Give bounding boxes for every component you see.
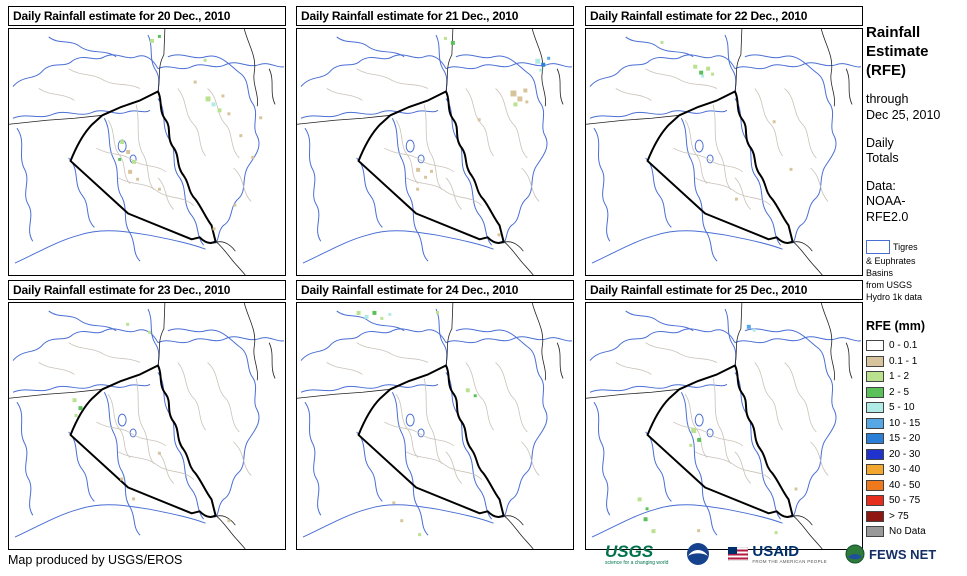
usgs-logo-text: USGS [605,541,654,561]
panel-title: Daily Rainfall estimate for 21 Dec., 201… [301,9,519,23]
legend-item: 0.1 - 1 [866,354,964,370]
rainfall-map [8,28,286,276]
panel-title-bar: Daily Rainfall estimate for 20 Dec., 201… [8,6,286,26]
legend-item: > 75 [866,509,964,525]
basin-legend: Tigres & Euphrates Basins from USGS Hydr… [866,239,964,304]
basin-legend-label-first: Tigres [893,241,918,252]
legend-item: No Data [866,524,964,540]
panel-title-bar: Daily Rainfall estimate for 24 Dec., 201… [296,280,574,300]
report-title: Rainfall Estimate (RFE) [866,24,929,79]
fewsnet-globe-icon [845,544,865,564]
legend-label: 10 - 15 [889,417,921,429]
legend-item: 15 - 20 [866,431,964,447]
legend-swatch [866,371,884,383]
report-data-source: Data: NOAA- RFE2.0 [866,178,909,224]
legend-label: 0 - 0.1 [889,340,918,352]
legend-item: 30 - 40 [866,462,964,478]
usaid-logo-tagline: FROM THE AMERICAN PEOPLE [752,558,828,564]
map-panel: Daily Rainfall estimate for 24 Dec., 201… [296,280,574,550]
legend-item: 50 - 75 [866,493,964,509]
legend-swatch [866,402,884,414]
rfe-legend-header: RFE (mm) [866,319,926,334]
panel-title-bar: Daily Rainfall estimate for 23 Dec., 201… [8,280,286,300]
panel-title-bar: Daily Rainfall estimate for 25 Dec., 201… [585,280,863,300]
legend-item: 40 - 50 [866,478,964,494]
rainfall-map [8,302,286,550]
sidebar: Rainfall Estimate (RFE) through Dec 25, … [866,24,964,540]
legend-swatch [866,386,884,398]
usaid-logo-text: USAID [752,542,800,560]
noaa-logo [686,542,710,566]
fewsnet-logo-text: FEWS NET [869,546,937,562]
rainfall-map [296,302,574,550]
map-panel: Daily Rainfall estimate for 25 Dec., 201… [585,280,863,550]
usgs-logo: USGS science for a changing world [605,543,668,566]
basin-legend-label-rest: & Euphrates Basins from USGS Hydro 1k da… [866,255,923,303]
legend-label: 5 - 10 [889,402,915,414]
legend-swatch [866,464,884,476]
rainfall-map [585,28,863,276]
legend-label: No Data [889,526,926,538]
legend-swatch [866,495,884,507]
legend-label: 20 - 30 [889,448,921,460]
report-through-date: through Dec 25, 2010 [866,92,941,122]
panel-title-bar: Daily Rainfall estimate for 21 Dec., 201… [296,6,574,26]
rainfall-map [585,302,863,550]
legend-label: > 75 [889,510,909,522]
legend-swatch [866,510,884,522]
rfe-legend: 0 - 0.1 0.1 - 1 1 - 2 2 - 5 5 - 10 10 - … [866,338,964,540]
legend-item: 20 - 30 [866,447,964,463]
basin-outline-swatch [866,239,890,254]
legend-label: 0.1 - 1 [889,355,918,367]
usaid-logo: USAID FROM THE AMERICAN PEOPLE [728,544,827,565]
legend-label: 40 - 50 [889,479,921,491]
legend-swatch [866,526,884,538]
legend-swatch [866,355,884,367]
panel-title: Daily Rainfall estimate for 22 Dec., 201… [590,9,808,23]
panel-title: Daily Rainfall estimate for 25 Dec., 201… [590,283,808,297]
map-credit: Map produced by USGS/EROS [8,553,183,567]
panel-title: Daily Rainfall estimate for 20 Dec., 201… [13,9,231,23]
legend-label: 2 - 5 [889,386,910,398]
legend-item: 5 - 10 [866,400,964,416]
fewsnet-logo: FEWS NET [845,544,936,564]
legend-item: 0 - 0.1 [866,338,964,354]
panel-title-bar: Daily Rainfall estimate for 22 Dec., 201… [585,6,863,26]
panels-grid: Daily Rainfall estimate for 20 Dec., 201… [8,6,863,550]
usgs-logo-tagline: science for a changing world [605,559,669,566]
usaid-flag-icon [728,547,749,561]
rainfall-map [296,28,574,276]
legend-label: 30 - 40 [889,464,921,476]
logos-row: USGS science for a changing world USAID … [605,542,936,566]
panel-title: Daily Rainfall estimate for 23 Dec., 201… [13,283,231,297]
legend-item: 1 - 2 [866,369,964,385]
rainfall-map-svg [297,303,573,549]
rainfall-map-svg [586,29,862,275]
rainfall-map-svg [297,29,573,275]
panel-title: Daily Rainfall estimate for 24 Dec., 201… [301,283,519,297]
legend-swatch [866,448,884,460]
rainfall-map-svg [586,303,862,549]
legend-label: 15 - 20 [889,433,921,445]
rainfall-map-svg [9,303,285,549]
map-panel: Daily Rainfall estimate for 22 Dec., 201… [585,6,863,276]
map-panel: Daily Rainfall estimate for 20 Dec., 201… [8,6,286,276]
legend-item: 2 - 5 [866,385,964,401]
legend-label: 1 - 2 [889,371,910,383]
noaa-emblem-icon [687,543,710,565]
map-panel: Daily Rainfall estimate for 23 Dec., 201… [8,280,286,550]
legend-swatch [866,479,884,491]
legend-swatch [866,417,884,429]
legend-swatch [866,433,884,445]
rainfall-map-svg [9,29,285,275]
legend-item: 10 - 15 [866,416,964,432]
legend-label: 50 - 75 [889,495,921,507]
report-daily-totals: Daily Totals [866,135,899,166]
legend-swatch [866,340,884,352]
map-panel: Daily Rainfall estimate for 21 Dec., 201… [296,6,574,276]
